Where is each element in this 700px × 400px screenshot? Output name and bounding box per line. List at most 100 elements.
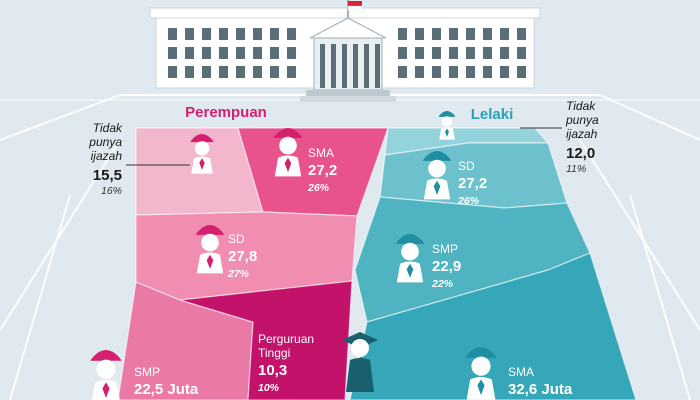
building-window	[236, 47, 245, 59]
figure-head	[428, 159, 446, 178]
figure-tie	[433, 180, 441, 195]
label-percent-lelaki-tidak-punya-ijazah: 11%	[566, 163, 586, 175]
label-value-perempuan-sma: 27,2	[308, 162, 337, 179]
treemap-cells	[117, 127, 637, 400]
building-column	[342, 44, 347, 88]
building-window	[168, 47, 177, 59]
building-window	[483, 28, 492, 40]
building-window	[500, 47, 509, 59]
figure-tie	[102, 382, 110, 398]
school-building-icon	[149, 0, 541, 102]
figure-head	[441, 116, 453, 127]
figure-cap	[195, 225, 225, 235]
student-figure-icon	[190, 134, 214, 174]
label-value-perempuan-tidak-punya-ijazah: 15,5	[93, 167, 122, 184]
building-window	[483, 66, 492, 78]
label-value-lelaki-smp: 22,9	[432, 258, 461, 275]
building-window	[236, 66, 245, 78]
figure-cap	[465, 347, 497, 358]
building-window	[398, 66, 407, 78]
figure-cap	[90, 350, 122, 361]
building-window	[219, 66, 228, 78]
figure-cap	[190, 134, 214, 143]
student-figure-icon	[422, 151, 452, 200]
group-title-lelaki: Lelaki	[471, 106, 514, 123]
building-window	[185, 47, 194, 59]
building-window	[483, 47, 492, 59]
building-window	[168, 66, 177, 78]
building-window	[415, 66, 424, 78]
label-category-lelaki-tidak-punya-ijazah: Tidak punya ijazah	[565, 99, 599, 141]
label-value-lelaki-sma: 32,6 Juta	[508, 381, 573, 398]
building-window	[432, 66, 441, 78]
building-window	[415, 28, 424, 40]
building-window	[236, 28, 245, 40]
building-column	[375, 44, 380, 88]
cell-perempuan-perguruan-tinggi	[179, 280, 353, 400]
figure-tie	[406, 263, 414, 278]
building-window	[168, 28, 177, 40]
student-figure-icon	[90, 350, 122, 400]
label-percent-perempuan-tidak-punya-ijazah: 16%	[101, 185, 122, 197]
building-window	[466, 66, 475, 78]
building-window	[219, 47, 228, 59]
figure-cap	[395, 234, 425, 244]
label-category-perempuan-smp: SMP	[134, 365, 160, 379]
building-window	[398, 28, 407, 40]
building-column	[320, 44, 325, 88]
graduate-gown	[346, 358, 374, 392]
building-window	[500, 66, 509, 78]
figure-head	[351, 339, 369, 357]
figure-tie	[445, 128, 449, 137]
label-percent-perempuan-perguruan-tinggi: 10%	[258, 382, 280, 394]
label-value-perempuan-perguruan-tinggi: 10,3	[258, 362, 287, 379]
building-window	[253, 28, 262, 40]
label-value-perempuan-sd: 27,8	[228, 248, 257, 265]
figure-cap	[438, 111, 456, 117]
building-column	[353, 44, 358, 88]
building-window	[500, 28, 509, 40]
building-window	[185, 28, 194, 40]
figure-head	[279, 136, 297, 155]
building-window	[202, 66, 211, 78]
figure-head	[96, 359, 116, 379]
treemap-labels: SMA 27,2 26% SD 27,8 27% SMP 22,5 Juta 22% Pergur…	[88, 99, 599, 398]
building-window	[270, 28, 279, 40]
building-window	[253, 66, 262, 78]
building-column	[331, 44, 336, 88]
student-figure-icon	[195, 225, 225, 274]
building-window	[432, 47, 441, 59]
building-window	[287, 66, 296, 78]
student-figure-icon	[438, 111, 456, 140]
building-window	[253, 47, 262, 59]
label-category-perempuan-sma: SMA	[308, 146, 334, 160]
label-category-perempuan-perguruan-tinggi: Perguruan Tinggi	[258, 332, 314, 360]
label-category-lelaki-sd: SD	[458, 159, 475, 173]
figure-tie	[199, 158, 205, 170]
figure-head	[201, 233, 219, 252]
label-percent-perempuan-sd: 27%	[227, 268, 250, 280]
building-window	[202, 28, 211, 40]
label-category-perempuan-sd: SD	[228, 232, 245, 246]
label-value-lelaki-sd: 27,2	[458, 175, 487, 192]
building-window	[202, 47, 211, 59]
building-window	[287, 47, 296, 59]
figure-tie	[206, 254, 214, 269]
building-window	[517, 28, 526, 40]
label-category-lelaki-smp: SMP	[432, 242, 458, 256]
figure-icons	[90, 111, 497, 400]
building-window	[466, 28, 475, 40]
figure-cap	[422, 151, 452, 161]
label-percent-perempuan-sma: 26%	[307, 182, 330, 194]
label-category-perempuan-tidak-punya-ijazah: Tidak punya ijazah	[88, 121, 123, 163]
building-window	[270, 47, 279, 59]
group-title-perempuan: Perempuan	[185, 104, 267, 121]
building-window	[185, 66, 194, 78]
building-window	[219, 28, 228, 40]
label-value-lelaki-tidak-punya-ijazah: 12,0	[566, 145, 595, 162]
building-window	[466, 47, 475, 59]
building-window	[517, 47, 526, 59]
building-window	[287, 28, 296, 40]
